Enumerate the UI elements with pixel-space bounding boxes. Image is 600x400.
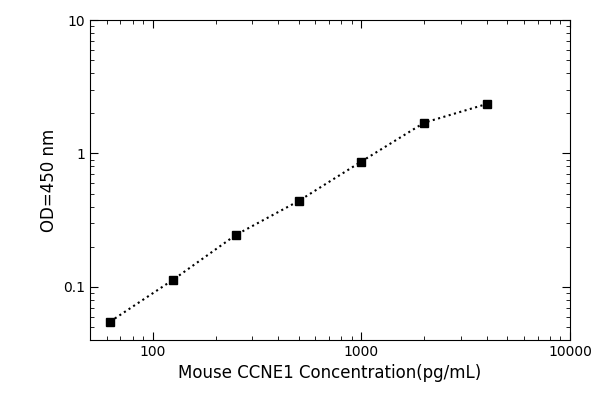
Y-axis label: OD=450 nm: OD=450 nm <box>40 128 58 232</box>
X-axis label: Mouse CCNE1 Concentration(pg/mL): Mouse CCNE1 Concentration(pg/mL) <box>178 364 482 382</box>
